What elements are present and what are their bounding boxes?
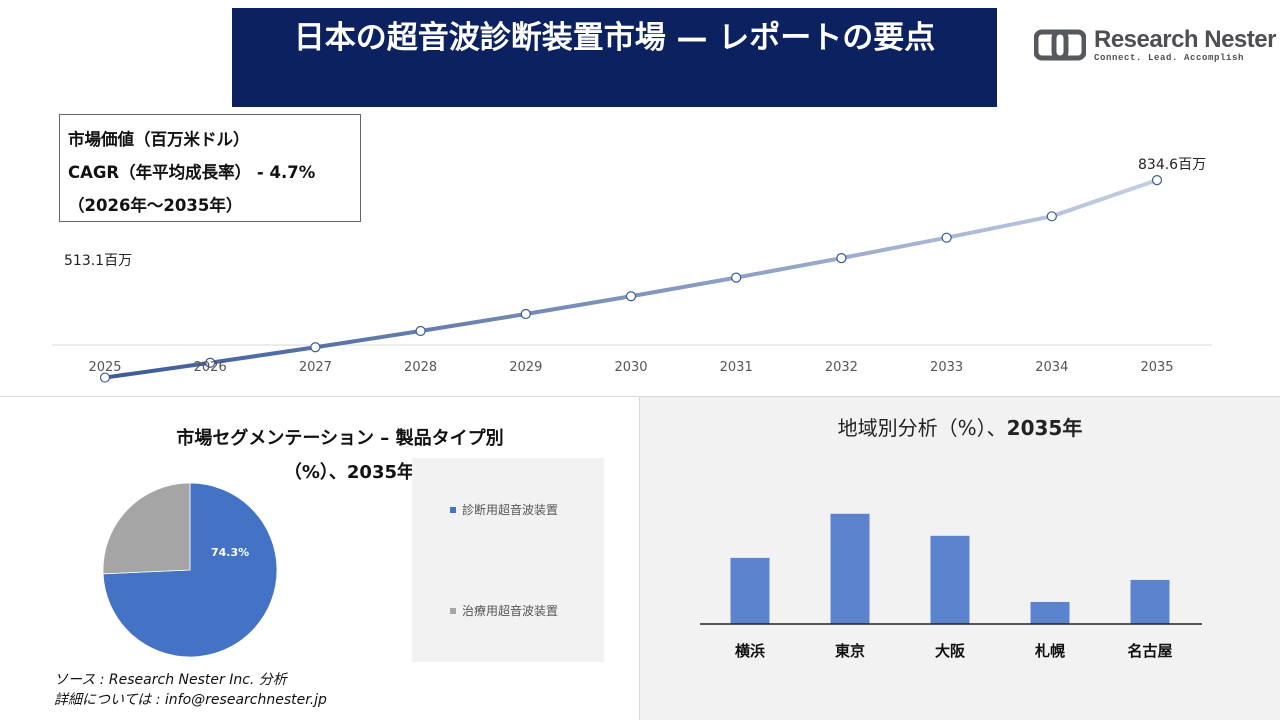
region-category-label: 札幌 bbox=[1034, 642, 1065, 660]
x-tick-label: 2028 bbox=[404, 360, 437, 375]
region-bar bbox=[1030, 601, 1070, 624]
data-point bbox=[731, 272, 742, 283]
logo-mark-icon bbox=[1034, 29, 1086, 61]
region-title-year: 2035年 bbox=[1006, 416, 1083, 440]
pie-legend-item: 診断用超音波装置 bbox=[450, 501, 558, 518]
data-point bbox=[836, 253, 847, 264]
section-divider bbox=[0, 396, 1280, 397]
data-point bbox=[520, 308, 531, 320]
legend-swatch bbox=[450, 506, 456, 513]
data-point bbox=[1046, 211, 1057, 222]
data-point bbox=[941, 232, 952, 243]
data-point bbox=[625, 291, 637, 302]
region-category-label: 大阪 bbox=[935, 642, 966, 660]
logo-name: Research Nester bbox=[1094, 26, 1276, 53]
market-value-line bbox=[104, 178, 1158, 380]
data-point bbox=[415, 325, 426, 337]
x-tick-label: 2029 bbox=[509, 360, 542, 375]
x-tick-label: 2025 bbox=[88, 360, 121, 375]
pie-slice bbox=[102, 482, 191, 575]
region-category-label: 横浜 bbox=[735, 642, 765, 660]
x-tick-label: 2032 bbox=[825, 360, 858, 375]
region-bar-chart: 横浜 東京 大阪 札幌 名古屋 bbox=[700, 513, 1202, 660]
region-bar bbox=[730, 557, 770, 624]
market-value-label: 市場価値（百万米ドル） bbox=[68, 130, 250, 149]
segment-title-line2: （%）、2035年 bbox=[283, 462, 415, 483]
x-tick-label: 2031 bbox=[720, 360, 753, 375]
source-note: ソース : Research Nester Inc. 分析 詳細については : … bbox=[54, 670, 327, 710]
first-value-label: 513.1百万 bbox=[64, 253, 132, 269]
x-tick-label: 2027 bbox=[299, 360, 332, 375]
x-tick-label: 2026 bbox=[194, 360, 227, 375]
data-point bbox=[205, 357, 216, 368]
logo-tagline: Connect. Lead. Accomplish bbox=[1094, 53, 1245, 63]
region-bar bbox=[930, 535, 970, 624]
segment-title-line1: 市場セグメンテーション – 製品タイプ別 bbox=[176, 428, 504, 449]
region-category-label: 東京 bbox=[835, 642, 865, 660]
region-chart-title: 地域別分析（%）、2035年 bbox=[640, 412, 1280, 441]
pie-legend-item: 治療用超音波装置 bbox=[450, 602, 558, 619]
x-tick-label: 2030 bbox=[614, 360, 647, 375]
report-title: 日本の超音波診断装置市場 — レポートの要点 bbox=[293, 20, 936, 56]
source-line: ソース : Research Nester Inc. 分析 bbox=[54, 672, 287, 688]
region-bar bbox=[830, 513, 870, 624]
legend-swatch bbox=[450, 607, 456, 614]
x-tick-label: 2035 bbox=[1140, 360, 1173, 375]
pie-slice-label: 74.3% bbox=[211, 546, 249, 559]
region-category-label: 名古屋 bbox=[1127, 642, 1172, 660]
market-value-line-chart: 2025 2026 2027 2028 2029 2030 2031 2032 2033 2034… bbox=[52, 157, 1212, 383]
research-nester-logo: Research Nester Connect. Lead. Accomplis… bbox=[1034, 26, 1276, 66]
x-tick-label: 2033 bbox=[930, 360, 963, 375]
segment-chart-title: 市場セグメンテーション – 製品タイプ別 （%）、2035年 bbox=[140, 422, 540, 490]
cagr-period-label: （2026年～2035年） bbox=[68, 196, 243, 215]
data-point bbox=[1151, 175, 1163, 186]
data-point bbox=[310, 342, 321, 353]
data-point bbox=[99, 372, 111, 383]
report-title-banner: 日本の超音波診断装置市場 — レポートの要点 bbox=[232, 8, 997, 107]
last-value-label: 834.6百万 bbox=[1138, 157, 1206, 173]
cagr-label: CAGR（年平均成長率） - 4.7% bbox=[68, 163, 316, 182]
panel-divider bbox=[639, 397, 640, 720]
legend-label: 治療用超音波装置 bbox=[462, 604, 559, 618]
region-bar bbox=[1130, 579, 1170, 624]
product-type-pie-chart: 74.3% bbox=[102, 482, 278, 658]
pie-legend: 診断用超音波装置 治療用超音波装置 bbox=[412, 458, 604, 662]
legend-label: 診断用超音波装置 bbox=[462, 503, 559, 517]
market-info-box: 市場価値（百万米ドル） CAGR（年平均成長率） - 4.7% （2026年～2… bbox=[59, 114, 361, 222]
x-tick-label: 2034 bbox=[1035, 360, 1068, 375]
region-title-prefix: 地域別分析（%）、 bbox=[837, 416, 1007, 440]
contact-line: 詳細については : info@researchnester.jp bbox=[54, 692, 327, 708]
